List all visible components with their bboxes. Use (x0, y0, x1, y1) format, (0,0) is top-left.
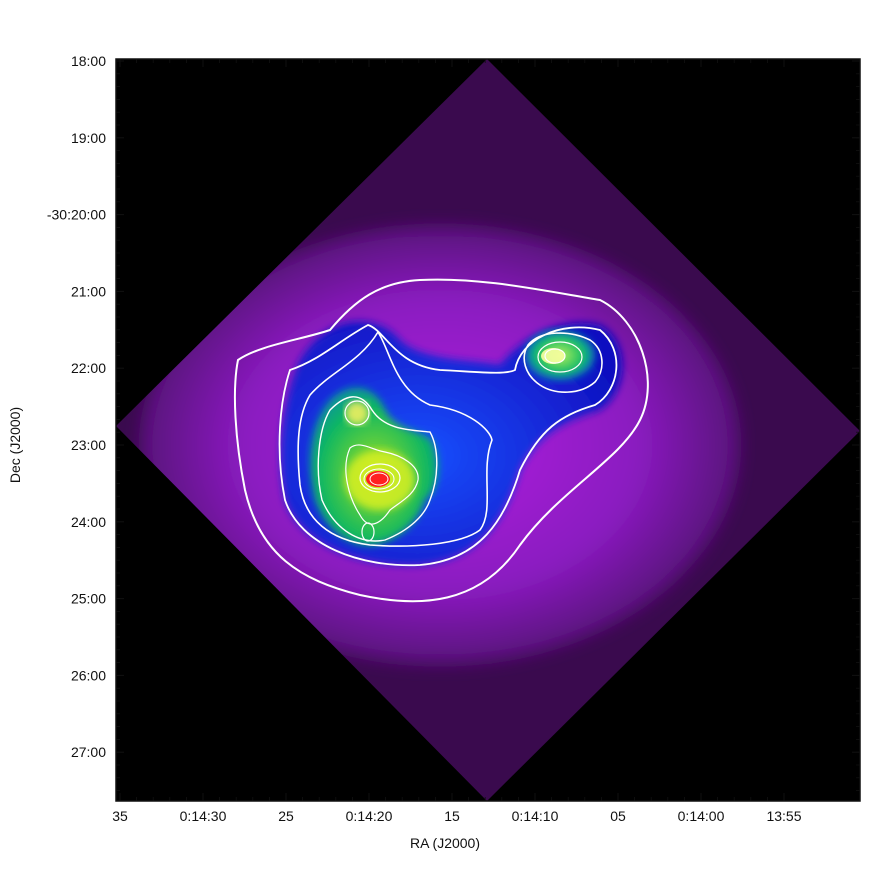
core-contour-outer (363, 468, 395, 490)
contour-east-2 (537, 341, 583, 373)
core-contours (363, 468, 395, 490)
contour-level-3 (297, 330, 493, 547)
ra-tick-label: 35 (112, 808, 128, 824)
ra-tick-label: 25 (278, 808, 294, 824)
ra-tick-label: 13:55 (766, 808, 801, 824)
dec-axis: 18:00 19:00 -30:20:00 21:00 22:00 23:00 24:00 2… (47, 53, 860, 791)
dec-tick-label: 22:00 (71, 360, 106, 376)
core-contour-inner (369, 472, 389, 486)
ra-tick-label: 0:14:10 (512, 808, 559, 824)
ra-tick-label: 0:14:00 (678, 808, 725, 824)
contour-level-2 (278, 324, 618, 567)
yellow-peak-north (345, 401, 369, 425)
dec-tick-label: 27:00 (71, 744, 106, 760)
dec-tick-label: 23:00 (71, 437, 106, 453)
dec-tick-label: 26:00 (71, 667, 106, 683)
contour-level-1 (233, 278, 649, 603)
contour-set (233, 278, 649, 603)
ra-tick-label: 15 (444, 808, 460, 824)
ra-tick-label: 05 (610, 808, 626, 824)
ra-axis: 35 0:14:30 25 0:14:20 15 0:14:10 05 0:14:00 13:5… (112, 59, 802, 824)
contour-east-1 (523, 332, 603, 393)
dec-tick-label: 18:00 (71, 53, 106, 69)
dec-tick-label: 21:00 (71, 283, 106, 299)
contour-east-3 (544, 348, 566, 364)
contour-peak-north (344, 400, 370, 426)
contour-level-4 (317, 396, 438, 542)
plot-frame (115, 58, 861, 802)
dec-tick-label: 24:00 (71, 514, 106, 530)
dec-tick-label: 25:00 (71, 591, 106, 607)
y-axis-title: Dec (J2000) (7, 407, 23, 483)
ra-tick-label: 0:14:30 (180, 808, 227, 824)
x-axis-title: RA (J2000) (410, 835, 480, 851)
contour-peak-south (361, 522, 375, 542)
contour-level-5 (345, 444, 419, 525)
dec-tick-label: -30:20:00 (47, 207, 106, 223)
dec-tick-label: 19:00 (71, 130, 106, 146)
ra-tick-label: 0:14:20 (346, 808, 393, 824)
contour-peak-main (359, 463, 401, 493)
